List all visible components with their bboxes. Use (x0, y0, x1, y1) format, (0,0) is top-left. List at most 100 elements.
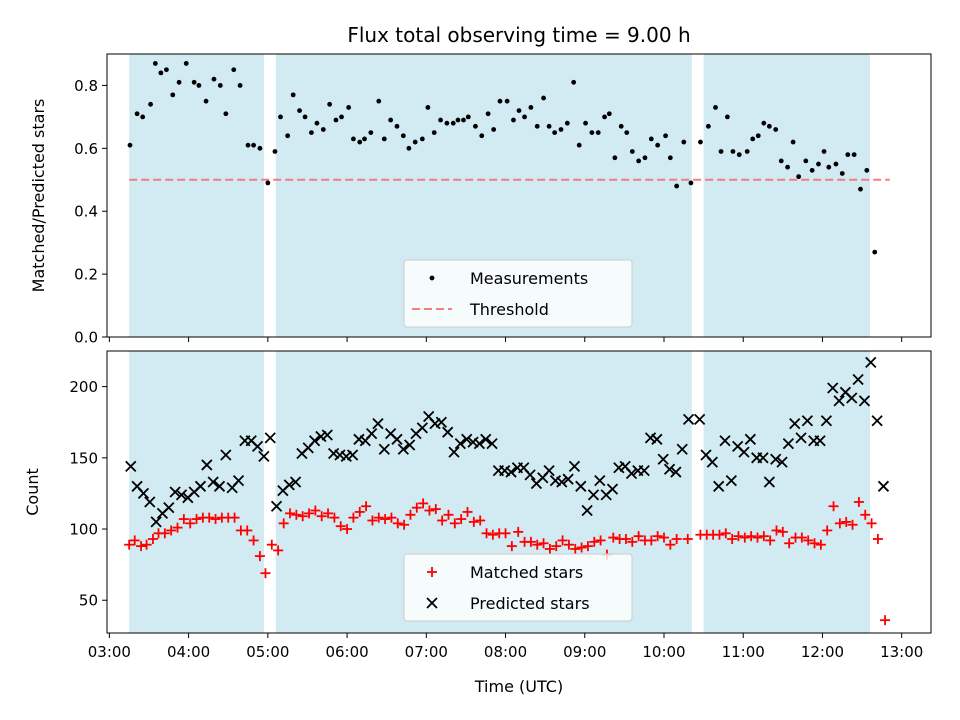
data-point (718, 149, 724, 154)
legend-swatch (426, 597, 438, 609)
data-point (776, 456, 788, 468)
data-point (771, 525, 782, 536)
x-tick-label: 13:00 (880, 643, 923, 661)
data-point (564, 120, 570, 126)
data-point (795, 432, 807, 444)
data-point (461, 117, 466, 123)
data-point (682, 413, 695, 426)
data-point (877, 480, 890, 492)
data-point (511, 117, 516, 123)
data-point (790, 139, 796, 145)
data-point (437, 515, 448, 526)
data-point (713, 105, 718, 110)
data-point (129, 535, 140, 546)
data-point (803, 158, 809, 164)
data-point (365, 427, 378, 440)
legend-box (403, 553, 633, 622)
data-point (289, 476, 302, 488)
legend-box (403, 259, 633, 328)
data-point (285, 508, 296, 519)
data-point (169, 486, 181, 498)
data-point (399, 519, 410, 530)
data-point (582, 541, 593, 552)
data-point (624, 130, 630, 136)
data-point (739, 532, 750, 543)
data-point (394, 123, 400, 129)
x-axis-label: Time (UTC) (474, 677, 563, 696)
data-point (329, 512, 340, 523)
data-point (304, 508, 315, 519)
data-point (351, 136, 356, 142)
data-point (283, 479, 295, 491)
x-tick-label: 10:00 (642, 643, 685, 661)
data-point (558, 127, 564, 132)
data-point (880, 615, 891, 626)
data-point (418, 498, 429, 509)
data-point (505, 466, 517, 478)
data-point (391, 433, 403, 445)
data-point (196, 83, 202, 88)
x-tick-label: 11:00 (722, 643, 765, 661)
data-point (191, 79, 197, 85)
data-point (744, 433, 756, 445)
data-point (270, 500, 283, 512)
data-point (846, 392, 858, 404)
data-point (237, 83, 243, 88)
data-point (676, 443, 688, 455)
data-point (297, 511, 308, 522)
data-point (872, 249, 878, 255)
data-point (372, 417, 384, 430)
data-point (694, 413, 706, 426)
data-point (342, 524, 353, 535)
legend: Measurements Threshold (403, 259, 633, 328)
data-point (761, 120, 767, 126)
data-point (310, 505, 321, 516)
data-point (178, 514, 189, 525)
data-point (346, 449, 359, 461)
data-point (724, 114, 730, 120)
data-point (388, 117, 394, 123)
data-point (755, 133, 761, 139)
count-panel: 50 100 150 200 03:00 04:00 05:00 06:00 07:00 08:0… (23, 350, 932, 661)
x-tick-label: 08:00 (484, 643, 527, 661)
data-point (159, 528, 170, 539)
series-matched-stars (124, 496, 891, 626)
data-point (308, 435, 321, 447)
data-point (217, 83, 223, 88)
data-point (448, 446, 460, 458)
y-tick-label: 0.2 (74, 266, 98, 284)
data-point (828, 501, 839, 512)
x-tick-label: 09:00 (563, 643, 606, 661)
chart-title: Flux total observing time = 9.00 h (347, 23, 690, 47)
data-point (207, 476, 219, 488)
data-point (872, 534, 883, 544)
legend-swatch (427, 567, 437, 577)
data-point (416, 422, 428, 434)
data-point (834, 518, 845, 529)
data-point (544, 543, 555, 554)
data-point (272, 149, 278, 154)
y-tick-label: 200 (69, 378, 98, 396)
ratio-panel: 0.0 0.2 0.4 0.6 0.8 Matched/Predicted stars Me… (29, 53, 932, 347)
data-point (714, 529, 725, 540)
data-point (587, 489, 600, 501)
data-point (841, 516, 852, 527)
data-point (183, 61, 189, 66)
data-point (491, 127, 497, 132)
data-point (688, 180, 694, 186)
data-point (425, 105, 431, 110)
data-point (148, 101, 153, 107)
data-point (449, 518, 460, 529)
data-point (667, 155, 673, 161)
data-point (176, 79, 182, 85)
data-point (367, 515, 378, 526)
data-point (633, 531, 644, 542)
data-point (576, 142, 582, 148)
data-point (839, 171, 845, 176)
y-axis-label: Count (23, 468, 42, 516)
data-point (346, 105, 352, 110)
data-point (681, 139, 687, 145)
legend-label: Measurements (470, 269, 588, 288)
data-point (480, 433, 492, 445)
